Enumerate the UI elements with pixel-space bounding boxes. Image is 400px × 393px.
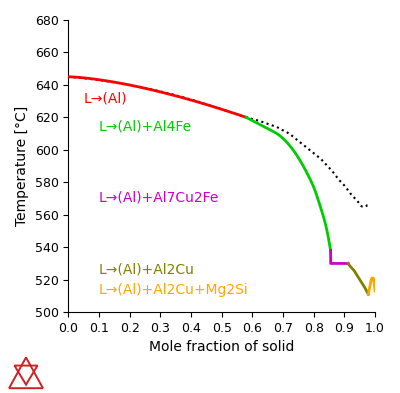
Text: L→(Al): L→(Al) [84,92,127,106]
Text: L→(Al)+Al4Fe: L→(Al)+Al4Fe [99,119,192,133]
Y-axis label: Temperature [°C]: Temperature [°C] [15,106,29,226]
X-axis label: Mole fraction of solid: Mole fraction of solid [149,340,294,354]
Text: L→(Al)+Al2Cu: L→(Al)+Al2Cu [99,262,195,276]
Text: L→(Al)+Al2Cu+Mg2Si: L→(Al)+Al2Cu+Mg2Si [99,283,249,297]
Text: L→(Al)+Al7Cu2Fe: L→(Al)+Al7Cu2Fe [99,191,219,205]
